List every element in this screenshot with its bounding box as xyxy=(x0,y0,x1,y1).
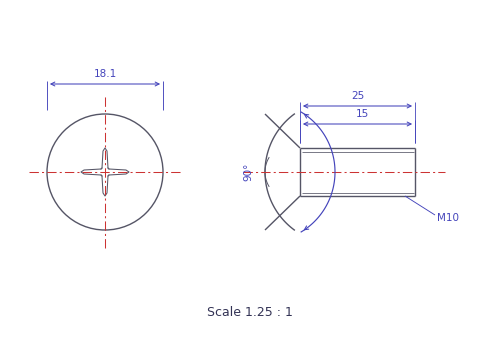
Text: 90°: 90° xyxy=(243,163,253,181)
Text: Scale 1.25 : 1: Scale 1.25 : 1 xyxy=(207,306,293,318)
Text: M10: M10 xyxy=(437,213,459,223)
Text: 15: 15 xyxy=(356,109,369,119)
Text: 25: 25 xyxy=(351,91,364,101)
Text: 18.1: 18.1 xyxy=(94,69,116,79)
